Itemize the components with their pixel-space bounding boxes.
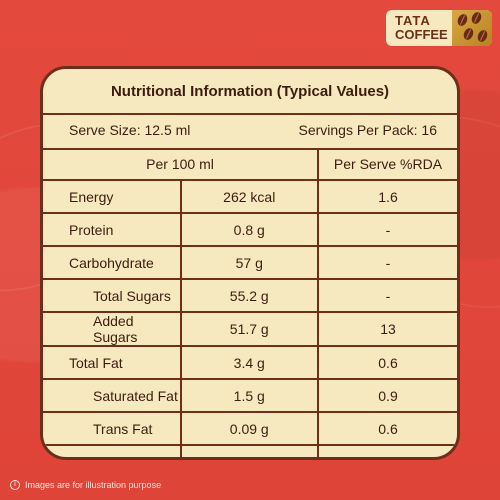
table-row: Total Sugars 55.2 g - (43, 279, 457, 313)
brand-name: TATA (395, 13, 431, 28)
nutrition-table: Per 100 ml Per Serve %RDA Energy 262 kca… (43, 148, 457, 458)
rda-value: - (318, 279, 457, 313)
per100-value: 57 g (179, 246, 319, 280)
table-row: Trans Fat 0.09 g 0.6 (43, 412, 457, 446)
nutrition-panel: Nutritional Information (Typical Values)… (40, 66, 460, 460)
nutrient-name: Trans Fat (43, 412, 181, 446)
rda-value: 0.9 (318, 379, 457, 413)
nutrient-name: Total Fat (43, 346, 181, 380)
per100-value: 3.4 g (179, 346, 319, 380)
rda-value: 1.6 (318, 180, 457, 214)
rda-value: 0.6 (318, 346, 457, 380)
tata-coffee-logo: TATA COFFEE (386, 10, 492, 46)
table-row: Sodium 105 mg 0.7 (43, 445, 457, 458)
per-serve-header: Per Serve %RDA (318, 148, 457, 181)
nutrient-name: Saturated Fat (43, 379, 181, 413)
serve-size: Serve Size: 12.5 ml (69, 122, 191, 138)
table-row: Carbohydrate 57 g - (43, 246, 457, 280)
rda-value: 0.7 (318, 445, 457, 458)
nutrient-name: Protein (43, 213, 181, 247)
rda-value: 13 (318, 312, 457, 347)
per100-value: 51.7 g (179, 312, 319, 347)
rda-value: 0.6 (318, 412, 457, 446)
brand-subname: COFFEE (395, 27, 448, 42)
table-row: Total Fat 3.4 g 0.6 (43, 346, 457, 380)
disclaimer: i Images are for illustration purpose (10, 480, 161, 490)
per100-value: 1.5 g (179, 379, 319, 413)
table-header-row: Per 100 ml Per Serve %RDA (43, 148, 457, 181)
table-row: Saturated Fat 1.5 g 0.9 (43, 379, 457, 413)
per100-value: 105 mg (179, 445, 319, 457)
table-row: Energy 262 kcal 1.6 (43, 180, 457, 214)
per100-value: 0.09 g (179, 412, 319, 446)
nutrient-name: Total Sugars (43, 279, 181, 313)
nutrient-name: Added Sugars (43, 312, 181, 347)
per100-value: 262 kcal (179, 180, 319, 214)
servings-per-pack: Servings Per Pack: 16 (298, 122, 437, 138)
per100-value: 0.8 g (179, 213, 319, 247)
nutrient-name: Energy (43, 180, 181, 214)
disclaimer-text: Images are for illustration purpose (25, 480, 162, 490)
table-row: Protein 0.8 g - (43, 213, 457, 247)
nutrient-name: Sodium (43, 445, 181, 458)
table-row: Added Sugars 51.7 g 13 (43, 312, 457, 347)
serving-info-row: Serve Size: 12.5 ml Servings Per Pack: 1… (43, 113, 457, 150)
per100-header: Per 100 ml (43, 148, 319, 181)
rda-value: - (318, 246, 457, 280)
per100-value: 55.2 g (179, 279, 319, 313)
nutrient-name: Carbohydrate (43, 246, 181, 280)
rda-value: - (318, 213, 457, 247)
coffee-beans-icon (452, 10, 492, 46)
info-icon: i (10, 480, 20, 490)
panel-title: Nutritional Information (Typical Values) (43, 69, 457, 115)
